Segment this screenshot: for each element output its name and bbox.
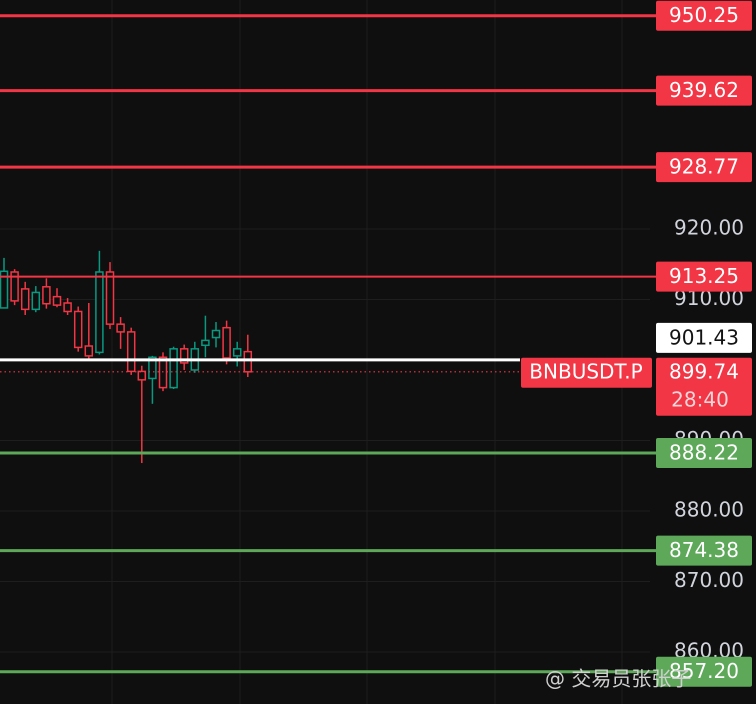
watermark: @ 交易员张张子 xyxy=(545,667,691,691)
price-label: 939.62 xyxy=(669,78,739,102)
countdown-label: 28:40 xyxy=(671,387,729,411)
y-tick-label: 870.00 xyxy=(674,568,744,592)
price-label-box xyxy=(656,656,752,687)
symbol-label: BNBUSDT.P xyxy=(529,359,642,383)
price-label: 913.25 xyxy=(669,264,739,288)
candle-body xyxy=(105,271,115,325)
candle-body xyxy=(42,286,51,305)
candle-body xyxy=(73,310,83,349)
price-label: 857.20 xyxy=(669,659,739,683)
last-price-box xyxy=(656,357,752,416)
candle-body xyxy=(116,323,125,333)
candle-body xyxy=(95,271,104,354)
symbol-box xyxy=(521,357,652,388)
candle-body xyxy=(158,356,168,389)
candle-body xyxy=(201,339,210,347)
candle-body xyxy=(243,350,253,373)
price-label: 874.38 xyxy=(669,538,739,562)
y-tick-label: 920.00 xyxy=(674,215,744,239)
y-tick-label: 880.00 xyxy=(674,497,744,521)
candle-body xyxy=(169,348,178,389)
candle-body xyxy=(10,271,19,302)
price-label-box xyxy=(656,438,752,469)
candle-body xyxy=(31,291,41,311)
candle-body xyxy=(126,331,136,373)
price-label: 928.77 xyxy=(669,155,739,179)
candle-body xyxy=(211,329,221,339)
vertical-grid xyxy=(111,0,623,704)
price-label-box xyxy=(656,0,752,31)
candle-body xyxy=(232,348,242,357)
candle-body xyxy=(84,345,94,357)
candle-body xyxy=(148,356,157,380)
candle-body xyxy=(137,370,147,381)
candle-body xyxy=(52,295,62,306)
mark-price-label: 901.43 xyxy=(669,325,739,349)
mark-price-box xyxy=(656,322,752,353)
last-price-label: 899.74 xyxy=(669,359,739,383)
price-label-box xyxy=(656,535,752,566)
candle-body xyxy=(63,302,72,313)
price-label-box xyxy=(656,261,752,292)
candle-body xyxy=(222,326,231,359)
price-label-box xyxy=(656,152,752,183)
candle-body xyxy=(179,348,189,364)
candle-body xyxy=(0,270,9,309)
price-label: 888.22 xyxy=(669,441,739,465)
price-label-box xyxy=(656,75,752,106)
price-label: 950.25 xyxy=(669,3,739,27)
candle-body xyxy=(20,288,30,311)
